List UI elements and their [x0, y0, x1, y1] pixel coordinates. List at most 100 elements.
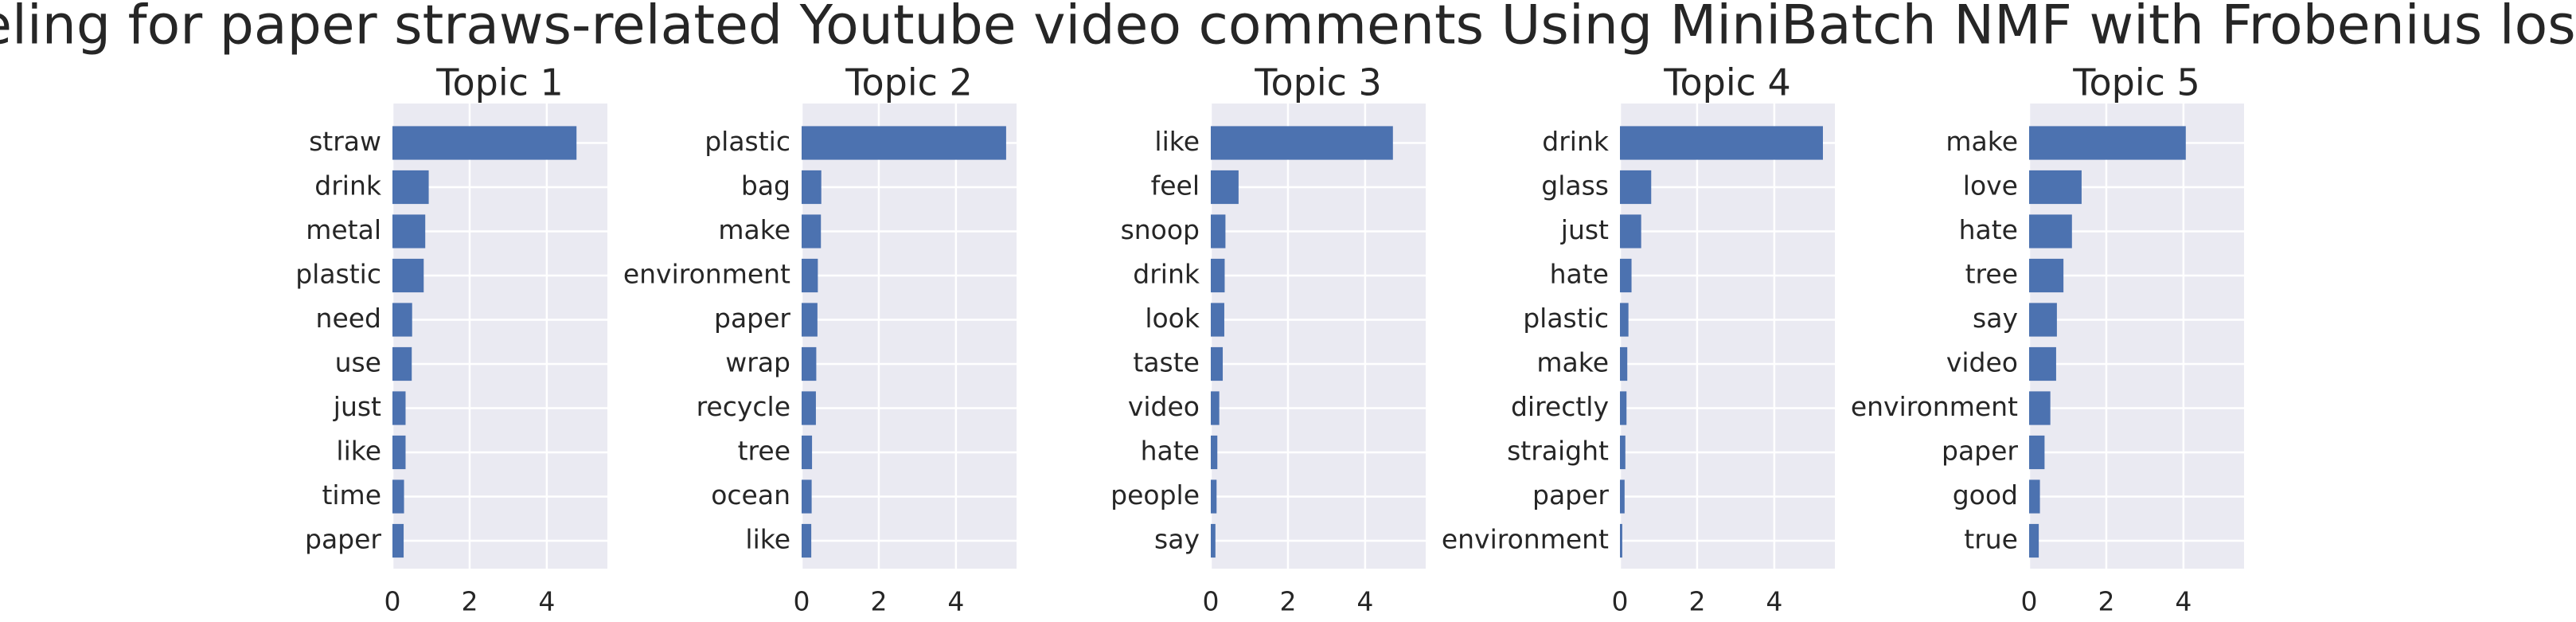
x-tick-label: 4 — [538, 586, 555, 617]
bar — [1211, 303, 1224, 337]
bar — [1211, 258, 1225, 293]
bar — [1620, 258, 1632, 293]
y-tick-label: glass — [1541, 170, 1609, 201]
bar — [2029, 523, 2039, 558]
y-tick-label: paper — [305, 524, 381, 555]
subplot-title: Topic 4 — [1663, 61, 1791, 104]
y-tick-label: look — [1145, 303, 1200, 334]
bar — [392, 214, 426, 248]
bar — [392, 126, 577, 160]
bar — [802, 126, 1006, 160]
y-tick-label: like — [336, 436, 381, 467]
subplot-title: Topic 5 — [2072, 61, 2200, 104]
plot-area — [1211, 104, 1426, 569]
y-tick-label: make — [1946, 126, 2018, 157]
bar — [2029, 126, 2186, 160]
bar — [1211, 170, 1239, 205]
bar — [1620, 435, 1626, 470]
y-tick-label: drink — [314, 170, 382, 201]
x-tick-label: 0 — [1612, 586, 1629, 617]
bar — [2029, 303, 2057, 337]
bar — [802, 435, 813, 470]
bar — [802, 258, 818, 293]
y-tick-label: wrap — [725, 347, 790, 378]
bar — [1211, 391, 1220, 425]
y-tick-label: make — [1536, 347, 1609, 378]
bar — [1211, 435, 1218, 470]
y-tick-label: like — [745, 524, 790, 555]
y-tick-label: bag — [741, 170, 790, 201]
y-tick-label: paper — [1532, 479, 1609, 511]
x-tick-label: 2 — [1279, 586, 1296, 617]
y-tick-label: paper — [1942, 436, 2018, 467]
y-tick-label: directly — [1511, 391, 1609, 422]
bar — [1620, 214, 1641, 248]
bar — [802, 303, 818, 337]
y-tick-label: need — [316, 303, 381, 334]
y-tick-label: environment — [623, 259, 790, 290]
bar — [2029, 391, 2051, 425]
bar — [1620, 126, 1823, 160]
y-tick-label: drink — [1542, 126, 1610, 157]
y-tick-label: video — [1128, 391, 1200, 422]
y-tick-label: straw — [309, 126, 381, 157]
x-tick-label: 2 — [461, 586, 478, 617]
y-tick-label: hate — [1550, 259, 1609, 290]
bar — [802, 346, 817, 381]
y-tick-label: environment — [1851, 391, 2018, 422]
y-tick-label: make — [718, 214, 790, 245]
y-tick-label: paper — [714, 303, 790, 334]
bar — [392, 303, 412, 337]
y-tick-label: say — [1154, 524, 1200, 555]
bar — [1211, 214, 1226, 248]
y-tick-label: snoop — [1121, 214, 1200, 245]
subplot-title: Topic 1 — [435, 61, 564, 104]
bar — [802, 170, 822, 205]
y-tick-label: just — [333, 391, 381, 422]
bar — [392, 391, 406, 425]
bar — [802, 479, 812, 514]
bar — [1620, 391, 1627, 425]
bar — [392, 258, 424, 293]
plot-area — [1620, 104, 1835, 569]
y-tick-label: hate — [1959, 214, 2018, 245]
x-tick-label: 2 — [2098, 586, 2114, 617]
bar — [1211, 523, 1216, 558]
bar — [392, 479, 404, 514]
bar — [392, 435, 406, 470]
x-tick-label: 0 — [384, 586, 401, 617]
bar — [1620, 523, 1622, 558]
y-tick-label: true — [1964, 524, 2018, 555]
plot-area — [802, 104, 1017, 569]
y-tick-label: environment — [1442, 524, 1609, 555]
bar — [2029, 346, 2056, 381]
bar — [2029, 258, 2064, 293]
bar — [1620, 346, 1628, 381]
y-tick-label: love — [1963, 170, 2018, 201]
bar — [802, 214, 822, 248]
y-tick-label: just — [1560, 214, 1609, 245]
y-tick-label: tree — [738, 436, 790, 467]
x-tick-label: 4 — [2175, 586, 2192, 617]
y-tick-label: hate — [1141, 436, 1200, 467]
y-tick-label: straight — [1507, 436, 1609, 467]
subplot-title: Topic 3 — [1254, 61, 1382, 104]
y-tick-label: good — [1953, 479, 2018, 511]
bar — [392, 346, 412, 381]
bar — [1620, 479, 1625, 514]
x-tick-label: 0 — [2021, 586, 2038, 617]
y-tick-label: metal — [306, 214, 381, 245]
y-tick-label: drink — [1133, 259, 1200, 290]
bar — [1211, 126, 1393, 160]
subplot-title: Topic 2 — [845, 61, 973, 104]
bar — [1211, 479, 1217, 514]
bar — [1620, 170, 1652, 205]
x-tick-label: 4 — [1766, 586, 1782, 617]
bar — [1211, 346, 1224, 381]
bar — [802, 523, 812, 558]
bar — [392, 523, 404, 558]
x-tick-label: 2 — [870, 586, 887, 617]
bar — [2029, 170, 2082, 205]
bar — [2029, 435, 2045, 470]
